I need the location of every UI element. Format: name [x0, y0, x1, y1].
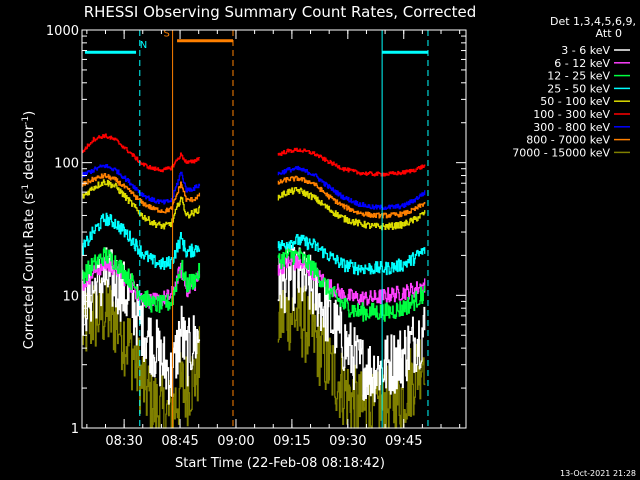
legend-entry-label: 100 - 300 keV — [533, 108, 610, 121]
x-tick-label: 09:00 — [217, 434, 254, 449]
series-300-800-kev-segment-2 — [277, 165, 426, 211]
y-tick-label: 100 — [54, 157, 79, 172]
flag-n-label: N — [140, 40, 147, 51]
y-axis-label-sup1: -1 — [21, 184, 31, 193]
series-100-300-kev-segment-1 — [82, 133, 201, 173]
x-tick-label: 08:30 — [105, 434, 142, 449]
y-tick-label: 1000 — [46, 24, 79, 39]
legend-header-1: Det 1,3,4,5,6,9, — [550, 15, 636, 28]
x-tick-label: 08:45 — [161, 434, 198, 449]
legend-entry-label: 50 - 100 keV — [540, 95, 610, 108]
y-axis-label-end: ) — [22, 111, 37, 116]
series-7000-15000-kev-segment-1 — [82, 274, 201, 429]
series-50-100-kev-segment-1 — [82, 179, 201, 230]
plot-area: NS — [82, 29, 429, 429]
y-axis-label-mid: detector — [22, 124, 37, 184]
series-3-6-kev-segment-2 — [277, 244, 426, 403]
series-800-7000-kev-segment-2 — [277, 175, 426, 219]
x-tick-label: 09:30 — [329, 434, 366, 449]
x-tick-label: 09:45 — [385, 434, 422, 449]
series-300-800-kev-segment-1 — [82, 164, 201, 205]
y-axis-label-sup2: -1 — [21, 116, 31, 125]
flag-s-label: S — [163, 29, 169, 40]
series-50-100-kev-segment-2 — [277, 187, 426, 231]
series-6-12-kev-segment-2 — [277, 255, 426, 307]
legend-entry-label: 300 - 800 keV — [533, 121, 610, 134]
x-tick-label: 09:15 — [273, 434, 310, 449]
legend-entry-label: 3 - 6 keV — [561, 44, 610, 57]
legend-entry-label: 12 - 25 keV — [547, 70, 610, 83]
series-100-300-kev-segment-2 — [277, 147, 426, 177]
svg-text:Corrected Count Rate (s-1 dete: Corrected Count Rate (s-1 detector-1) — [21, 111, 37, 349]
series-3-6-kev-segment-1 — [82, 247, 201, 405]
plot-frame — [81, 29, 467, 429]
legend-entry-label: 7000 - 15000 keV — [512, 146, 610, 159]
series-25-50-kev-segment-2 — [277, 233, 426, 276]
x-axis-label: Start Time (22-Feb-08 08:18:42) — [175, 456, 385, 471]
y-tick-label: 10 — [62, 289, 79, 304]
axes: 1 10 100 1000 08:30 08:45 09:00 09:15 09:30 09:45 — [46, 24, 467, 449]
y-axis-label-main: Corrected Count Rate (s — [22, 193, 37, 350]
y-axis-label: Corrected Count Rate (s-1 detector-1) — [21, 111, 37, 349]
legend-entry-label: 25 - 50 keV — [547, 82, 610, 95]
series-12-25-kev-segment-2 — [277, 247, 426, 322]
chart-title: RHESSI Observing Summary Count Rates, Co… — [84, 3, 477, 21]
legend-entry-label: 6 - 12 keV — [554, 57, 610, 70]
series-12-25-kev-segment-1 — [82, 247, 201, 314]
y-tick-label: 1 — [71, 422, 79, 437]
series-800-7000-kev-segment-1 — [82, 173, 201, 214]
series-25-50-kev-segment-1 — [82, 212, 201, 271]
legend-header-2: Att 0 — [596, 27, 622, 40]
legend-entry-label: 800 - 7000 keV — [526, 134, 610, 147]
timestamp: 13-Oct-2021 21:28 — [560, 469, 636, 478]
